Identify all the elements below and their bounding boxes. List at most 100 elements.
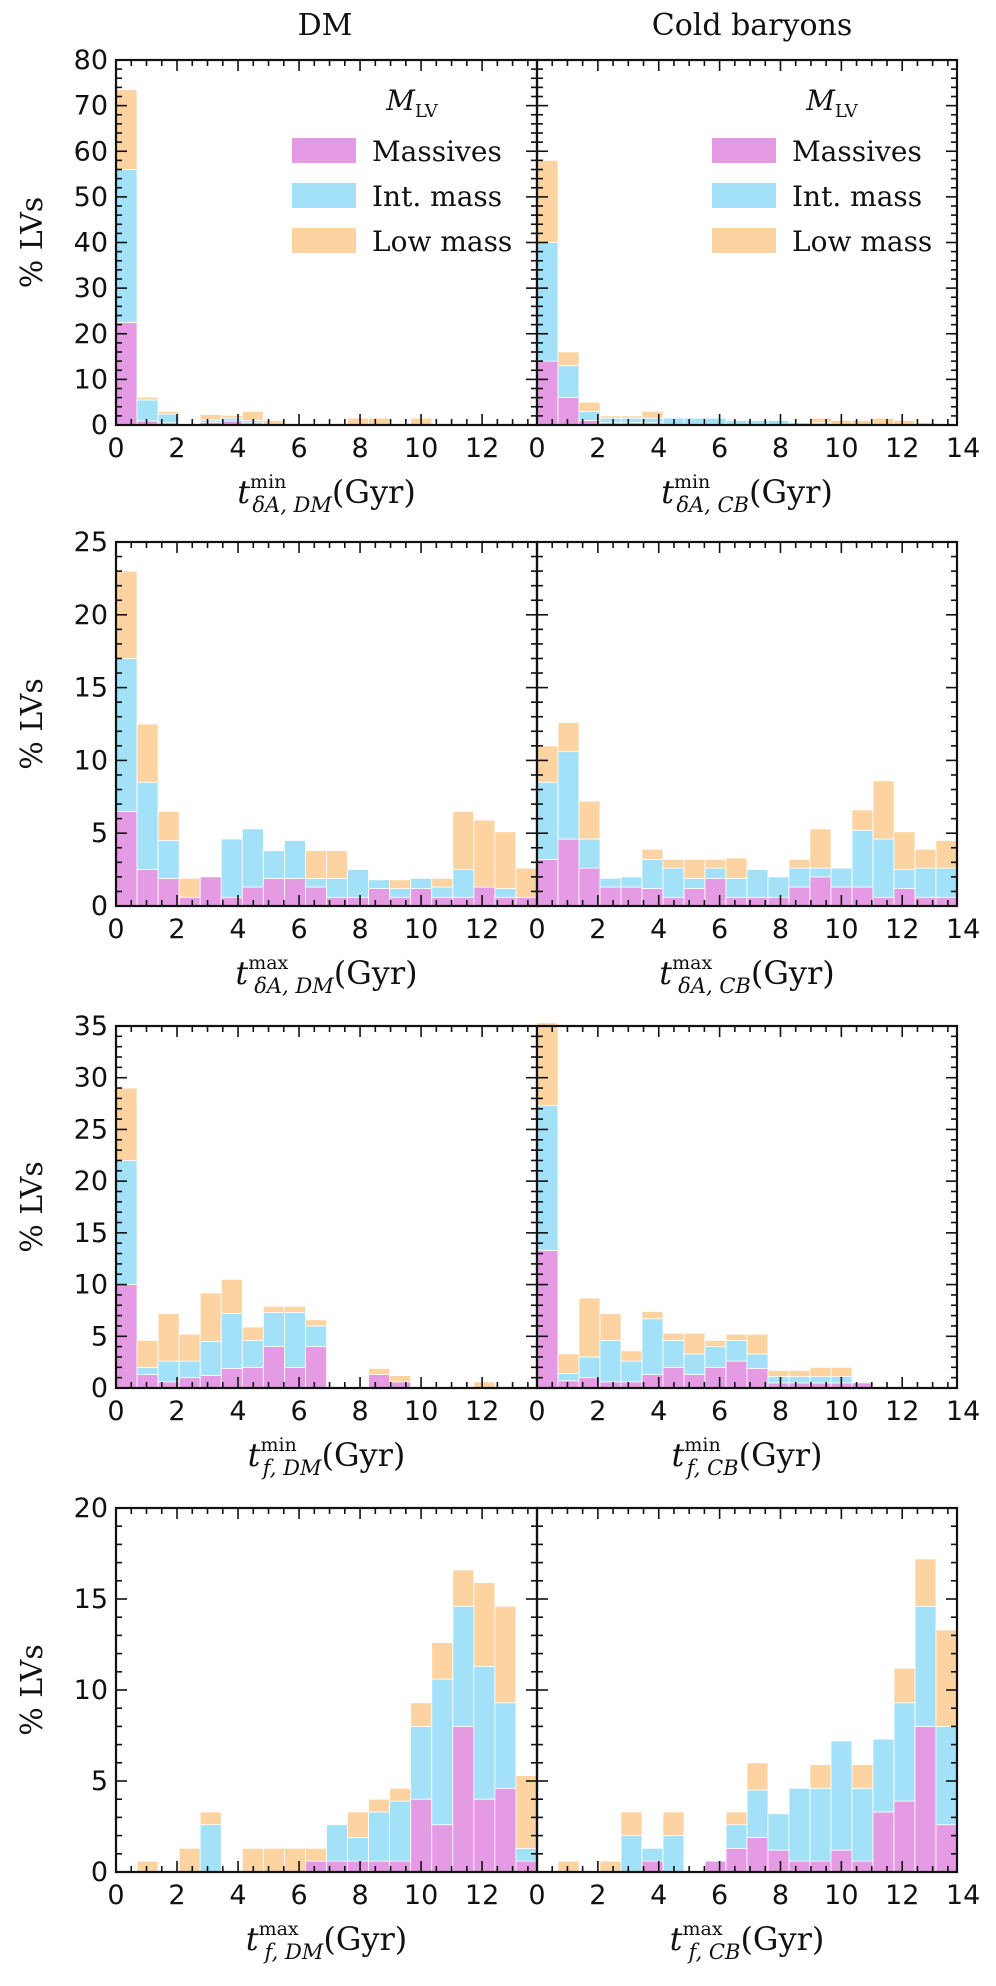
bar-int-mass-17 — [473, 1665, 496, 1800]
x-tick-label: 10 — [404, 1396, 438, 1427]
column-title-dm: DM — [297, 8, 353, 43]
bar-int-mass-14 — [410, 877, 433, 889]
bar-massives-9 — [725, 1847, 748, 1873]
bar-low-mass-14 — [830, 1366, 853, 1378]
bar-low-mass-17 — [473, 1582, 496, 1667]
x-axis-label: tmax δA, CB(Gyr) — [659, 952, 835, 998]
x-axis-label: tmin f, DM(Gyr) — [248, 1434, 406, 1480]
panel-5: 0 5 10 15 20 25 30 35 0 2 4 6 8 10 12 tmin f, DM(Gyr) % L… — [15, 1011, 539, 1480]
bar-int-mass-13 — [809, 1787, 832, 1862]
x-tick-label: 4 — [650, 914, 667, 945]
bar-int-mass-6 — [662, 867, 685, 898]
bar-low-mass-15 — [851, 809, 874, 831]
y-tick-label: 15 — [74, 673, 108, 704]
y-tick-label: 5 — [91, 818, 108, 849]
bar-int-mass-5 — [641, 1318, 664, 1375]
bar-int-mass-1 — [557, 1373, 580, 1382]
bar-low-mass-9 — [305, 850, 327, 879]
bar-massives-5 — [641, 888, 664, 907]
bar-int-mass-13 — [809, 867, 832, 878]
bar-int-mass-16 — [872, 838, 895, 898]
y-tick-label: 70 — [74, 91, 108, 122]
bar-int-mass-9 — [725, 1340, 748, 1362]
bar-massives-15 — [851, 886, 874, 907]
legend-label-2: Int. mass — [372, 180, 502, 213]
y-tick-label: 60 — [74, 136, 108, 167]
x-tick-label: 0 — [528, 433, 545, 464]
bar-low-mass-5 — [220, 415, 243, 419]
bar-int-mass-8 — [704, 867, 727, 879]
bar-low-mass-1 — [557, 1860, 580, 1873]
x-tick-label: 12 — [465, 1880, 499, 1911]
x-axis-label: tmax δA, DM(Gyr) — [235, 952, 417, 998]
bar-int-mass-3 — [599, 1340, 622, 1383]
bar-int-mass-7 — [262, 850, 285, 879]
panel-6: 0 2 4 6 8 10 12 14 tmin f, CB(Gyr) — [528, 1022, 980, 1480]
bar-int-mass-11 — [347, 1837, 369, 1862]
legend-title: MLV — [805, 84, 858, 122]
bar-low-mass-0 — [536, 159, 559, 243]
y-tick-label: 5 — [91, 1321, 108, 1352]
x-tick-label: 8 — [351, 914, 368, 945]
x-tick-label: 2 — [589, 914, 606, 945]
bar-low-mass-4 — [620, 415, 643, 419]
bar-massives-1 — [136, 869, 159, 907]
y-tick-label: 25 — [74, 527, 108, 558]
bar-massives-19 — [935, 1824, 958, 1873]
x-tick-label: 0 — [528, 914, 545, 945]
bar-massives-12 — [368, 888, 391, 907]
x-tick-label: 14 — [946, 1396, 980, 1427]
bar-low-mass-0 — [536, 745, 559, 783]
bar-massives-5 — [220, 1367, 243, 1389]
y-axis-label: % LVs — [15, 197, 50, 288]
bar-massives-8 — [283, 1366, 306, 1389]
bar-int-mass-9 — [305, 877, 327, 888]
y-axis-label: % LVs — [15, 1644, 50, 1735]
bar-low-mass-6 — [662, 1811, 685, 1836]
bar-int-mass-8 — [283, 1312, 306, 1368]
bar-low-mass-10 — [746, 1333, 769, 1355]
bar-int-mass-1 — [557, 365, 580, 399]
bar-low-mass-19 — [935, 840, 958, 869]
bar-int-mass-1 — [136, 1366, 159, 1375]
panel-4: 0 2 4 6 8 10 12 14 tmax δA, CB(Gyr) — [528, 540, 980, 998]
bar-massives-16 — [452, 896, 475, 907]
x-tick-label: 2 — [168, 914, 185, 945]
bar-massives-17 — [473, 1798, 496, 1873]
bar-int-mass-19 — [515, 1847, 538, 1862]
y-tick-label: 20 — [74, 600, 108, 631]
x-tick-label: 8 — [351, 1396, 368, 1427]
bar-low-mass-13 — [809, 1764, 832, 1789]
bar-low-mass-3 — [599, 415, 622, 419]
bar-int-mass-3 — [599, 417, 622, 424]
bar-massives-9 — [305, 1860, 327, 1873]
bar-low-mass-7 — [262, 1847, 285, 1873]
y-tick-label: 15 — [74, 1218, 108, 1249]
bar-massives-8 — [704, 877, 727, 907]
bar-massives-18 — [914, 1726, 937, 1873]
bar-int-mass-7 — [683, 877, 706, 889]
bar-int-mass-5 — [220, 1313, 243, 1369]
bar-low-mass-4 — [199, 1811, 222, 1826]
bar-low-mass-10 — [326, 850, 348, 879]
y-tick-label: 10 — [74, 1270, 108, 1301]
bar-int-mass-4 — [199, 1341, 222, 1376]
y-tick-label: 0 — [91, 1857, 108, 1888]
x-tick-label: 14 — [946, 914, 980, 945]
x-tick-label: 0 — [528, 1396, 545, 1427]
x-tick-label: 12 — [885, 1396, 919, 1427]
bar-low-mass-4 — [199, 1292, 222, 1342]
bar-int-mass-18 — [494, 1702, 517, 1789]
x-axis-label: tmin δA, DM(Gyr) — [237, 471, 416, 517]
y-tick-label: 10 — [74, 1675, 108, 1706]
y-tick-label: 15 — [74, 1584, 108, 1615]
bar-massives-8 — [704, 1366, 727, 1389]
bar-int-mass-9 — [725, 1824, 748, 1849]
bar-int-mass-17 — [893, 869, 916, 889]
bar-int-mass-12 — [788, 1376, 811, 1384]
bar-int-mass-5 — [220, 838, 243, 898]
bar-low-mass-1 — [557, 351, 580, 367]
bar-massives-1 — [136, 1374, 159, 1389]
bar-massives-4 — [620, 886, 643, 907]
bar-int-mass-15 — [431, 886, 454, 898]
